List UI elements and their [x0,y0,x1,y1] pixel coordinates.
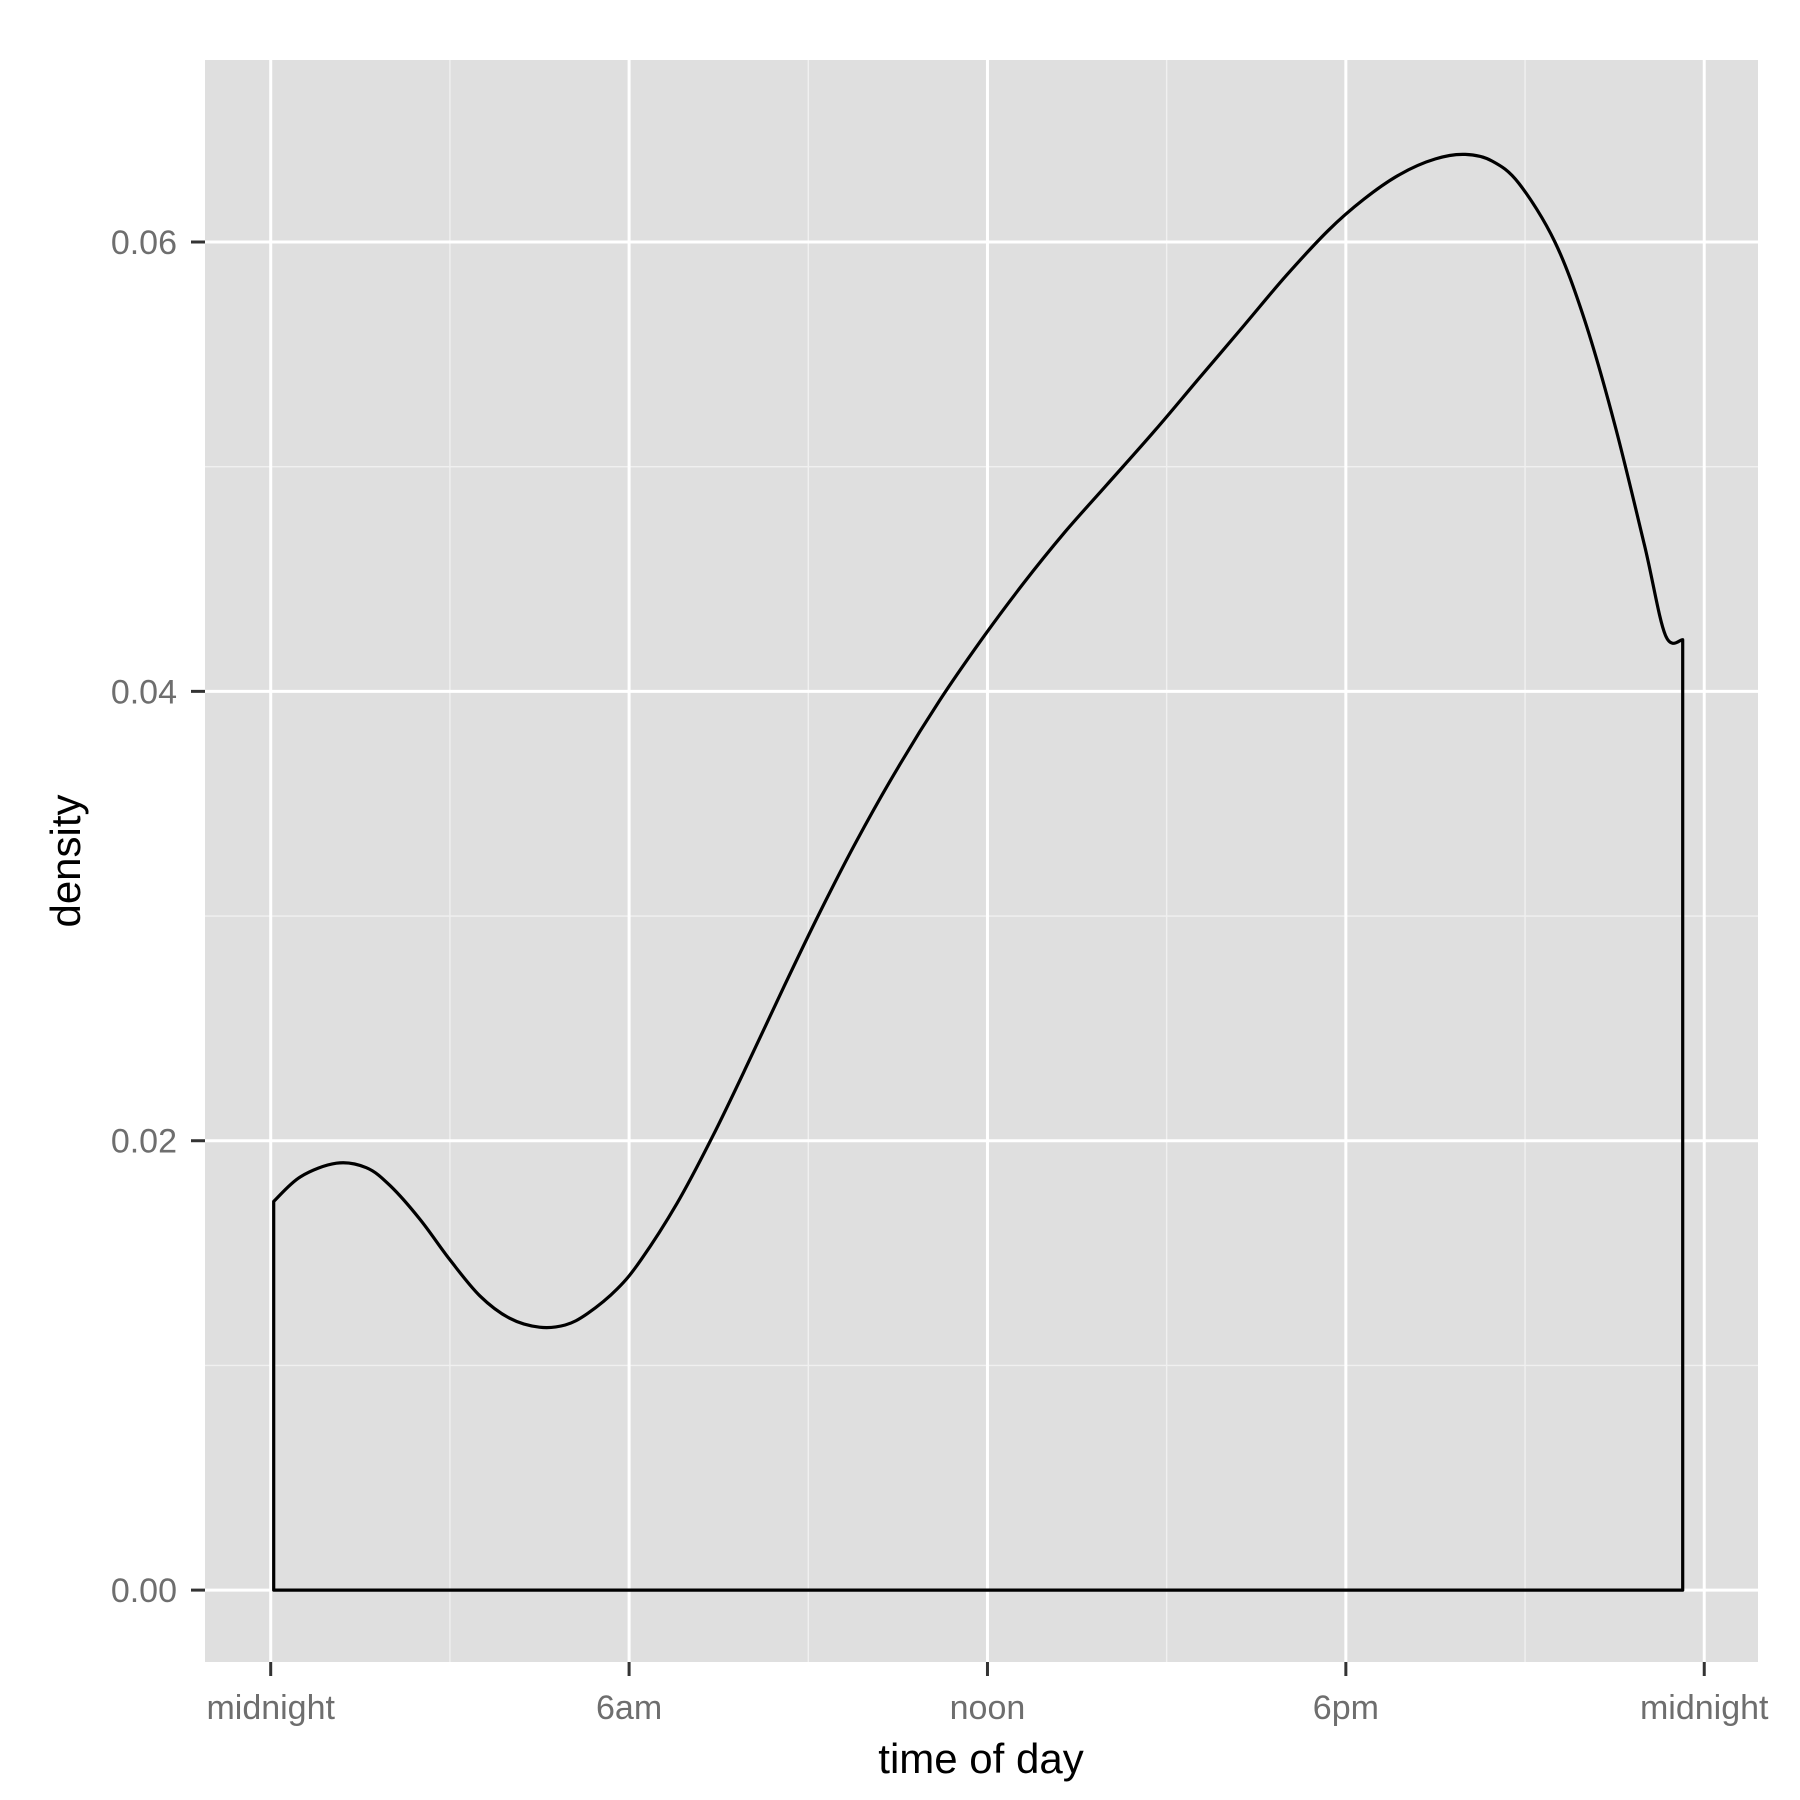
density-curve [272,152,1685,1592]
major-gridlines [205,60,1758,1662]
minor-gridlines [205,60,1758,1662]
x-tick-label: midnight [206,1689,335,1727]
x-tick-label: midnight [1640,1689,1769,1727]
y-tick-label: 0.00 [111,1572,177,1610]
x-axis-ticks: midnight 6am noon 6pm midnight [206,1662,1769,1727]
plot-panel [205,60,1758,1662]
x-tick-label: 6am [596,1689,662,1727]
x-tick-label: 6pm [1313,1689,1379,1727]
y-axis-ticks: 0.00 0.02 0.04 0.06 [111,224,205,1610]
x-tick-label: noon [950,1689,1026,1727]
y-tick-label: 0.06 [111,224,177,262]
x-axis-title: time of day [878,1735,1083,1782]
y-tick-label: 0.02 [111,1123,177,1161]
y-axis-title: density [42,794,89,927]
y-tick-label: 0.04 [111,673,177,711]
